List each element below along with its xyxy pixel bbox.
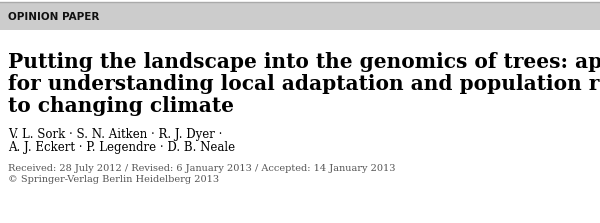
Text: A. J. Eckert · P. Legendre · D. B. Neale: A. J. Eckert · P. Legendre · D. B. Neale <box>8 141 235 154</box>
Text: OPINION PAPER: OPINION PAPER <box>8 12 100 22</box>
Bar <box>0 2 600 30</box>
Text: V. L. Sork · S. N. Aitken · R. J. Dyer ·: V. L. Sork · S. N. Aitken · R. J. Dyer · <box>8 128 223 141</box>
Text: to changing climate: to changing climate <box>8 96 234 116</box>
Text: © Springer-Verlag Berlin Heidelberg 2013: © Springer-Verlag Berlin Heidelberg 2013 <box>8 175 219 184</box>
Text: for understanding local adaptation and population responses: for understanding local adaptation and p… <box>8 74 600 94</box>
Text: Putting the landscape into the genomics of trees: approaches: Putting the landscape into the genomics … <box>8 52 600 72</box>
Text: Received: 28 July 2012 / Revised: 6 January 2013 / Accepted: 14 January 2013: Received: 28 July 2012 / Revised: 6 Janu… <box>8 164 395 173</box>
